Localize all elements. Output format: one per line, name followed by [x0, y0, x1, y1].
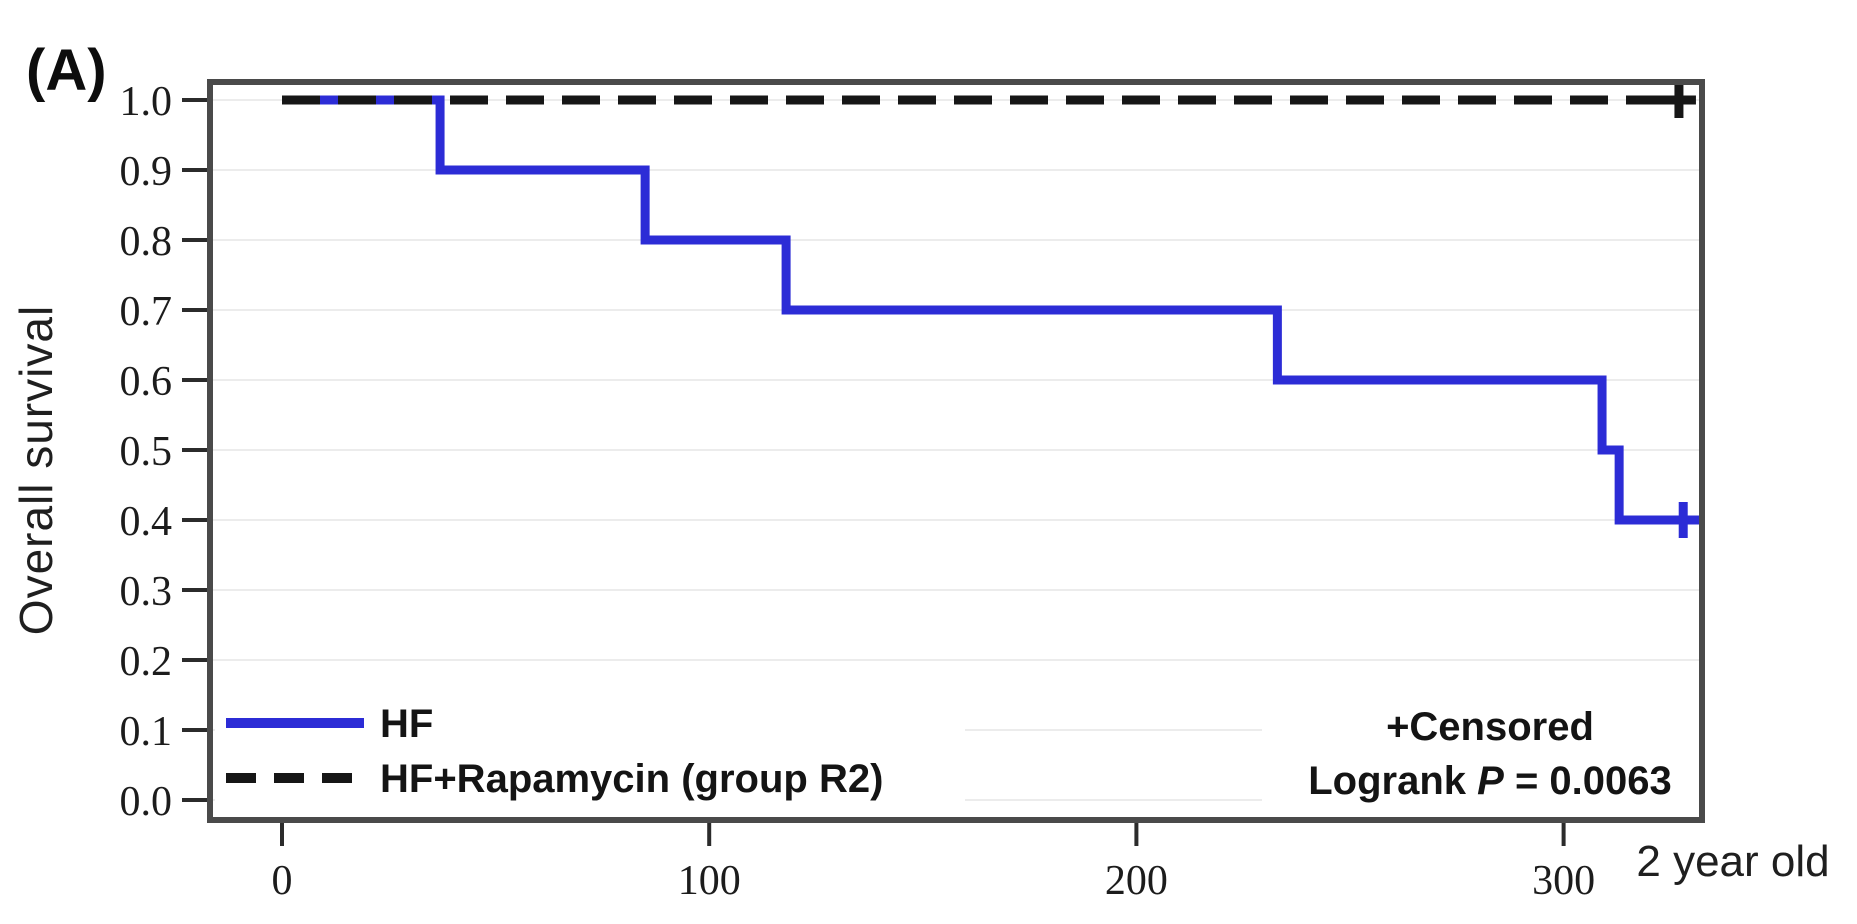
y-tick-label: 0.2 — [120, 639, 173, 685]
y-tick-label: 0.0 — [120, 779, 173, 825]
y-tick-label: 0.8 — [120, 219, 173, 265]
x-tick-label: 300 — [1532, 858, 1595, 904]
censored-note: +Censored — [1386, 705, 1594, 749]
x-tick-label: 0 — [272, 858, 293, 904]
y-tick-label: 0.1 — [120, 709, 173, 755]
legend: HF HF+Rapamycin (group R2) — [226, 702, 883, 801]
x-tick-label: 100 — [678, 858, 741, 904]
y-tick-label: 0.9 — [120, 149, 173, 195]
y-tick-label: 0.4 — [120, 499, 173, 545]
y-tick-label: 0.3 — [120, 569, 173, 615]
legend-label-hf: HF — [380, 702, 433, 746]
y-tick-label: 0.7 — [120, 289, 173, 335]
y-tick-label: 0.6 — [120, 359, 173, 405]
x-tick-label: 200 — [1105, 858, 1168, 904]
hf-survival-curve — [282, 95, 1692, 525]
plot-border — [207, 79, 1705, 823]
ticks-layer: 1.0 0.9 0.8 0.7 0.6 0.5 0.4 0.3 0.2 0.1 0.0 0 100 200… — [120, 79, 1596, 904]
y-axis-title: Overall survival — [10, 305, 62, 635]
logrank-note: Logrank P = 0.0063 — [1308, 759, 1672, 803]
stats-background — [1262, 697, 1699, 815]
panel-label: (A) — [26, 38, 107, 103]
y-tick-label: 1.0 — [120, 79, 173, 125]
y-tick-label: 0.5 — [120, 429, 173, 475]
legend-label-rapamycin: HF+Rapamycin (group R2) — [380, 757, 883, 801]
x-axis-unit-label: 2 year old — [1636, 837, 1829, 886]
stats-annotation: +Censored Logrank P = 0.0063 — [1308, 705, 1672, 803]
legend-background — [215, 697, 965, 815]
series-layer — [282, 82, 1701, 538]
grid-layer — [213, 99, 1699, 801]
